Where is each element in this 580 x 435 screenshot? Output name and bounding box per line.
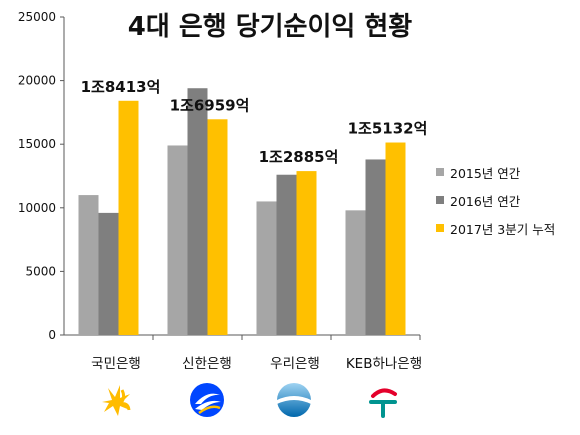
y-tick-label: 0 (48, 328, 56, 342)
data-label: 1조8413억 (81, 78, 161, 96)
kb-star-logo-icon (102, 385, 131, 416)
bar-2-4 (365, 159, 386, 335)
shinhan-logo-icon (190, 383, 224, 417)
legend-swatch (436, 196, 444, 204)
y-tick-label: 10000 (18, 201, 56, 215)
legend-label: 2017년 3분기 누적 (450, 221, 556, 237)
data-label: 1조5132억 (348, 120, 428, 138)
y-tick-label: 25000 (18, 10, 56, 24)
legend-swatch (436, 168, 444, 176)
bar-3-3 (296, 171, 317, 335)
woori-logo-icon (277, 383, 311, 417)
bar-2-1 (98, 212, 119, 335)
bar-2-3 (276, 174, 297, 335)
data-label: 1조6959억 (170, 96, 250, 114)
legend-swatch (436, 224, 444, 232)
y-tick-label: 20000 (18, 74, 56, 88)
bar-3-2 (207, 119, 228, 335)
bar-1-1 (78, 195, 99, 335)
chart-title: 4대 은행 당기순이익 현황 (127, 12, 413, 42)
category-label-shinhan: 신한은행 (182, 356, 232, 372)
y-tick-label: 5000 (25, 264, 56, 278)
bar-1-3 (256, 201, 277, 335)
bar-1-2 (167, 145, 188, 335)
bar-2-2 (187, 88, 208, 336)
y-tick-label: 15000 (18, 137, 56, 151)
legend-item-2016: 2016년 연간 (436, 186, 555, 214)
legend-item-2015: 2015년 연간 (436, 158, 555, 186)
bar-3-1 (118, 100, 139, 335)
legend-item-2017q3: 2017년 3분기 누적 (436, 214, 555, 242)
bar-3-4 (385, 142, 406, 335)
hana-logo-icon (369, 388, 397, 418)
category-label-hana: KEB하나은행 (345, 356, 423, 372)
legend: 2015년 연간 2016년 연간 2017년 3분기 누적 (436, 158, 555, 242)
category-label-woori: 우리은행 (270, 356, 320, 372)
legend-label: 2016년 연간 (450, 193, 521, 209)
category-label-kb: 국민은행 (91, 356, 141, 372)
data-label: 1조2885억 (259, 148, 339, 166)
legend-label: 2015년 연간 (450, 165, 521, 181)
bar-1-4 (345, 210, 366, 335)
